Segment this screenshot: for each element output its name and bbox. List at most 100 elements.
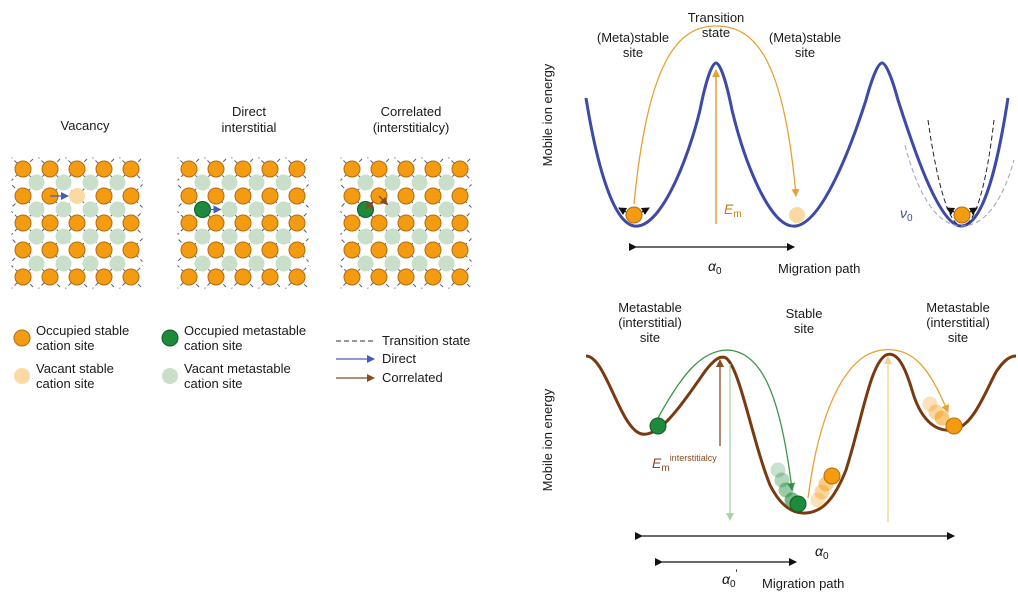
vacant-metastable-site — [194, 228, 211, 245]
occupied-stable-site — [288, 214, 306, 232]
panel-b-vibration-left-icon — [618, 207, 628, 215]
panel-b-left-site-line1: (Meta)stable — [597, 30, 669, 45]
occupied-stable-site — [122, 268, 140, 286]
direct-interstitial-lattice — [177, 157, 309, 289]
panel-b-left-site-line2: site — [623, 45, 643, 60]
occupied-stable-site — [41, 268, 59, 286]
panel-c-metastable-ion — [649, 417, 667, 435]
transition-state-line — [118, 264, 143, 289]
correlated-jump-arrow-1 — [365, 201, 374, 210]
vacant-metastable-site — [248, 228, 265, 245]
vacant-metastable-site — [248, 255, 265, 272]
occupied-stable-site — [207, 214, 225, 232]
legend-vacant-stable-line1: Vacant stable — [36, 361, 114, 376]
transition-state-line — [501, 156, 636, 291]
occupied-stable-site — [234, 214, 252, 232]
vacant-metastable-site — [221, 174, 238, 191]
occupied-stable-site — [370, 241, 388, 259]
vacant-metastable-site — [28, 255, 45, 272]
occupied-stable-site — [234, 160, 252, 178]
panel-b: Mobile ion energy (Meta)stable site Tran… — [540, 10, 1015, 277]
vacant-metastable-site — [28, 201, 45, 218]
occupied-stable-site — [370, 268, 388, 286]
occupied-stable-site — [68, 241, 86, 259]
panel-b-nu-label: ν0 — [900, 205, 913, 224]
panel-c-green-hop-arrow — [657, 349, 796, 491]
occupied-stable-site — [343, 214, 361, 232]
occupied-stable-site — [14, 214, 32, 232]
vacant-metastable-site — [109, 201, 126, 218]
occupied-stable-site — [370, 160, 388, 178]
vacant-metastable-site — [357, 174, 374, 191]
vacant-metastable-site — [411, 228, 428, 245]
panel-c-center-site-line2: site — [794, 321, 814, 336]
panel-b-occupied-ion — [625, 206, 643, 224]
correlated-title-line2: (interstitialcy) — [373, 120, 450, 135]
occupied-stable-site — [122, 241, 140, 259]
occupied-stable-site — [343, 241, 361, 259]
panel-c-right-site-line3: site — [948, 330, 968, 345]
legend-vacant-metastable-marker — [162, 368, 178, 384]
occupied-stable-site — [207, 160, 225, 178]
occupied-stable-site — [234, 187, 252, 205]
occupied-stable-site — [261, 160, 279, 178]
occupied-stable-site — [180, 187, 198, 205]
occupied-stable-site — [343, 187, 361, 205]
occupied-stable-site — [397, 187, 415, 205]
panel-c-alpha-label: α0 — [815, 543, 829, 562]
occupied-stable-site — [122, 160, 140, 178]
vacant-metastable-site — [438, 174, 455, 191]
transition-state-line — [284, 157, 309, 182]
panel-b-vibration-left2-icon — [946, 207, 956, 215]
occupied-stable-site — [68, 160, 86, 178]
vacant-metastable-site — [411, 201, 428, 218]
panel-c-ylabel: Mobile ion energy — [540, 388, 555, 491]
occupied-stable-site — [451, 268, 469, 286]
vacant-metastable-site — [221, 201, 238, 218]
occupied-stable-site — [424, 241, 442, 259]
vacant-metastable-site — [411, 174, 428, 191]
vacant-metastable-site — [28, 228, 45, 245]
correlated-lattice — [340, 156, 690, 291]
occupied-stable-site — [180, 214, 198, 232]
panel-c-center-site-line1: Stable — [786, 306, 823, 321]
vacant-metastable-site — [109, 228, 126, 245]
panel-c-right-trail-1 — [922, 396, 938, 412]
panel-c-stable-green-ion — [789, 495, 807, 513]
occupied-stable-site — [261, 241, 279, 259]
panel-b-vibration-right-icon — [640, 207, 650, 215]
vacant-metastable-site — [248, 174, 265, 191]
vacant-metastable-site — [194, 174, 211, 191]
direct-title-line2: interstitial — [222, 120, 277, 135]
legend-direct-label: Direct — [382, 351, 416, 366]
panel-c-left-site-line1: Metastable — [618, 300, 682, 315]
vacant-metastable-site — [357, 228, 374, 245]
occupied-stable-site — [424, 187, 442, 205]
occupied-stable-site — [14, 241, 32, 259]
panel-c-left-site-line3: site — [640, 330, 660, 345]
panel-c-orange-trail-1 — [810, 492, 826, 508]
occupied-stable-site — [451, 160, 469, 178]
legend-occupied-stable-line1: Occupied stable — [36, 323, 129, 338]
occupied-stable-site — [14, 268, 32, 286]
vacant-stable-site — [69, 188, 85, 204]
transition-state-line — [555, 156, 690, 291]
vacant-metastable-site — [411, 255, 428, 272]
legend-occupied-metastable-line2: cation site — [184, 338, 243, 353]
panel-c-orange-hop-arrow — [807, 348, 949, 499]
legend-vacant-stable-line2: cation site — [36, 376, 95, 391]
panel-c: Mobile ion energy Metastable (interstiti… — [540, 300, 1017, 591]
vacant-metastable-site — [194, 255, 211, 272]
panel-c-right-site-line1: Metastable — [926, 300, 990, 315]
panel-c-alpha-prime-label: α0' — [722, 568, 738, 590]
occupied-stable-site — [451, 214, 469, 232]
panel-b-hop-arrow — [633, 25, 800, 205]
vacant-metastable-site — [438, 255, 455, 272]
panel-b-transition-line2: state — [702, 25, 730, 40]
panel-b-energy-curve — [584, 61, 1010, 228]
vacant-metastable-site — [55, 228, 72, 245]
vacant-metastable-site — [221, 255, 238, 272]
legend-occupied-metastable-marker — [161, 329, 179, 347]
vacant-metastable-site — [82, 255, 99, 272]
occupied-stable-site — [14, 187, 32, 205]
